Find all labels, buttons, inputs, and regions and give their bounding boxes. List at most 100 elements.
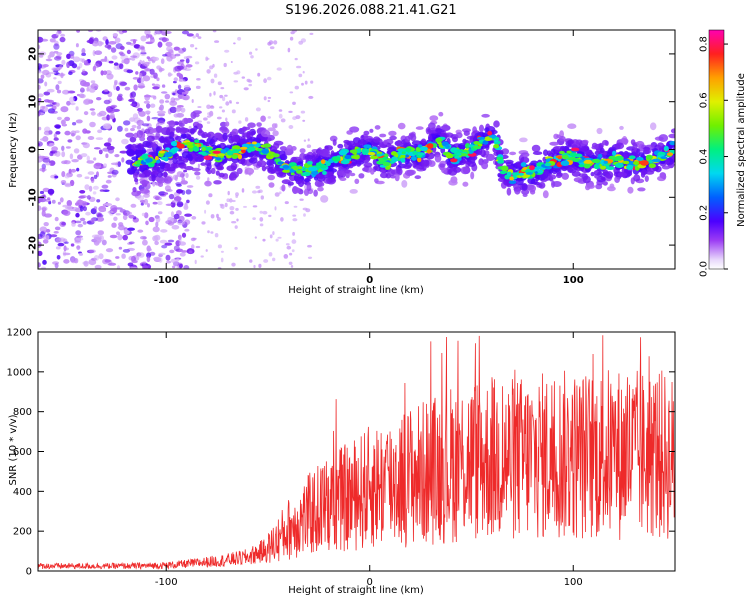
spectrogram-cell (168, 193, 175, 200)
spectrogram-cell (122, 214, 128, 221)
spectrogram-cell (103, 163, 107, 168)
spectrogram-cell (192, 35, 196, 39)
spectrogram-cell (251, 190, 258, 194)
y-tick-label: 600 (13, 447, 32, 458)
spectrogram-cell (152, 142, 157, 149)
spectrogram-cell (569, 152, 578, 157)
spectrogram-cell (207, 230, 210, 234)
spectrogram-cell (74, 220, 82, 224)
spectrogram-cell (160, 156, 168, 161)
spectrogram-cell (301, 82, 304, 86)
spectrogram-cell (414, 175, 422, 180)
spectrogram-cell (194, 259, 197, 265)
spectrogram-cell (90, 218, 95, 223)
spectrogram-cell (75, 43, 79, 48)
spectrogram-cell (119, 81, 128, 86)
spectrogram-cell (135, 144, 142, 149)
spectrogram-cell (141, 212, 146, 217)
spectrogram-cell (41, 166, 46, 173)
spectrogram-cell (302, 70, 305, 74)
spectrogram-cell (304, 178, 310, 183)
spectrogram-cell (56, 89, 62, 94)
spectrogram-cell (146, 135, 155, 142)
spectrogram-cell (92, 40, 99, 47)
spectrogram-cell (61, 221, 66, 226)
spectrogram-cell (404, 156, 410, 165)
spectrogram-cell (248, 157, 258, 164)
spectrogram-cell (363, 162, 373, 168)
spectrogram-cell (226, 150, 233, 156)
spectrogram-cell (286, 144, 293, 153)
spectrogram-cell (122, 30, 128, 33)
spectrogram-cell (320, 159, 326, 165)
spectrogram-cell (149, 251, 156, 256)
spectrogram-cell (521, 189, 530, 195)
spectrogram-cell (494, 137, 500, 141)
spectrogram-cell (55, 102, 60, 107)
spectrogram-cell (52, 261, 60, 265)
spectrogram-cell (627, 186, 634, 194)
spectrogram-cell (182, 96, 186, 100)
spectrogram-cell (229, 198, 233, 203)
colorbar-tick-label: 0.0 (699, 261, 710, 277)
spectrogram-cell (187, 147, 194, 152)
spectrogram-cell (661, 165, 671, 170)
spectrogram-cell (231, 109, 236, 114)
spectrogram-cell (119, 63, 124, 70)
spectrogram-cell (343, 139, 350, 144)
spectrogram-cell (349, 149, 358, 154)
spectrogram-cell (38, 78, 44, 84)
spectrogram-cell (78, 62, 83, 68)
snr-panel: -100 0 100 0 200 400 600 800 1000 1200 Height of… (7, 328, 676, 596)
spectrogram-cell (546, 150, 552, 156)
spectrogram-cell (506, 171, 512, 177)
spectrogram-cell (184, 68, 192, 71)
spectrogram-cell (175, 182, 182, 186)
spectrogram-cell (216, 116, 222, 120)
spectrogram-cell (448, 179, 458, 186)
spectrogram-cell (274, 206, 277, 211)
spectrogram-cell (39, 138, 48, 141)
spectrogram-cell (75, 106, 79, 111)
spectrogram-cell (462, 181, 469, 187)
spectrogram-cell (231, 128, 239, 136)
spectrogram-cell (404, 169, 415, 177)
spectrogram-cell (96, 97, 102, 101)
spectrogram-cell (220, 250, 224, 253)
spectrogram-cell (169, 131, 175, 138)
spectrogram-cell (206, 57, 210, 60)
spectrogram-cell (81, 52, 86, 57)
spectrogram-cell (292, 214, 297, 217)
spectrogram-cell (479, 124, 484, 133)
spectrogram-cell (79, 58, 83, 62)
spectrogram-cell (633, 161, 640, 165)
spectrogram-cell (534, 166, 543, 170)
spectrogram-cell (129, 117, 136, 122)
spectrogram-cell (190, 128, 195, 135)
spectrogram-cell (602, 181, 608, 186)
spectrogram-cell (95, 162, 102, 167)
spectrogram-cell (238, 120, 242, 124)
spectrogram-cell (39, 226, 47, 233)
spectrogram-cell (401, 180, 408, 188)
spectrogram-cell (113, 62, 119, 66)
spectrogram-cell (295, 115, 301, 120)
spectrogram-cell (663, 145, 669, 152)
spectrogram-cell (59, 65, 63, 69)
x-tick-label: -100 (154, 275, 179, 286)
chart-title: S196.2026.088.21.41.G21 (285, 3, 456, 18)
spectrogram-cell (184, 142, 194, 146)
spectrogram-cell (86, 160, 95, 164)
spectrogram-cell (184, 228, 190, 232)
spectrogram-cell (149, 36, 155, 40)
spectrogram-cell (45, 162, 51, 166)
spectrogram-cell (121, 157, 125, 163)
spectrogram-cell (105, 70, 112, 76)
spectrogram-cell (49, 151, 54, 157)
spectrogram-cell (156, 159, 161, 164)
spectrogram-cell (215, 132, 223, 138)
snr-series-line (38, 335, 675, 571)
spectrogram-cell (72, 56, 81, 63)
spectrogram-cell (206, 69, 211, 74)
spectrogram-cell (98, 149, 103, 154)
